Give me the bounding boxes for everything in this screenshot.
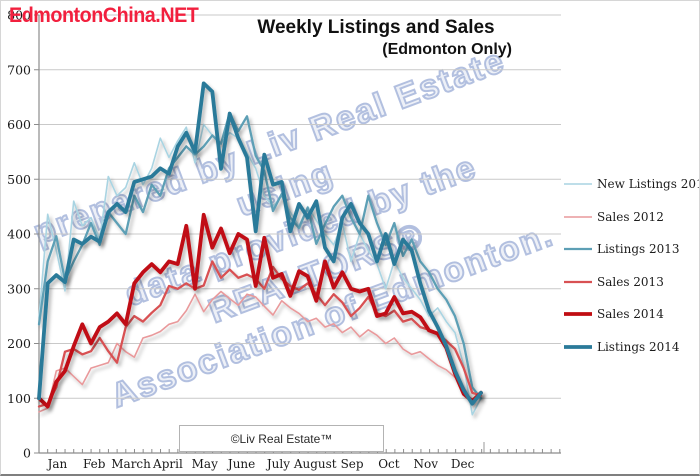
legend-line-swatch <box>564 312 592 317</box>
legend-line-swatch <box>564 248 592 251</box>
y-axis-label: 300 <box>7 281 31 296</box>
x-axis-month-label: Feb <box>83 457 106 471</box>
source-box: ©Liv Real Estate™ <box>179 425 384 452</box>
legend-item: Listings 2013 <box>563 233 699 266</box>
y-axis-label: 700 <box>7 62 31 77</box>
y-axis-label: 100 <box>7 391 31 406</box>
x-axis-month-label: Dec <box>451 457 475 471</box>
series-line-sales-2012 <box>38 290 482 413</box>
series-line-sales-2013 <box>37 260 483 408</box>
source-label: ©Liv Real Estate™ <box>230 431 333 446</box>
legend-item: Sales 2013 <box>563 266 699 299</box>
chart-subtitle: (Edmonton Only) <box>382 41 512 58</box>
legend-line-swatch <box>564 183 592 186</box>
x-axis-month-label: Sep <box>341 457 364 471</box>
axes: 0 100 200 300 400 500 600 700 800 Jan Feb March Apri… <box>7 8 561 471</box>
legend-item: Listings 2014 <box>563 331 699 364</box>
series-line-sales-2014 <box>37 212 483 409</box>
x-axis-month-label: April <box>152 457 183 471</box>
legend-label: Listings 2014 <box>597 339 680 354</box>
x-axis-month-label: March <box>111 457 151 471</box>
legend-label: Listings 2013 <box>597 242 680 257</box>
legend-item: New Listings 2012 <box>563 168 700 201</box>
y-axis-label: 600 <box>7 117 31 132</box>
series-lines <box>37 81 483 416</box>
legend-line-swatch <box>564 344 592 349</box>
legend-item: Sales 2012 <box>563 201 699 234</box>
legend-item: Sales 2014 <box>563 298 699 331</box>
x-axis-month-label: June <box>226 457 255 471</box>
legend: New Listings 2012 Sales 2012 Listings 2013… <box>563 168 700 364</box>
y-axis-label: 200 <box>7 336 31 351</box>
title-block: Weekly Listings and Sales (Edmonton Only… <box>236 17 516 59</box>
series-line-listings-2014 <box>37 81 483 406</box>
x-axis-month-label: Nov <box>413 457 438 471</box>
site-logo: EdmontonChina.NET <box>9 4 199 27</box>
legend-label: Sales 2012 <box>597 209 664 224</box>
x-axis-month-label: Oct <box>378 457 400 471</box>
legend-line-swatch <box>564 215 592 218</box>
x-axis-month-label: August <box>293 457 337 471</box>
x-axis-month-label: Jan <box>46 457 68 471</box>
legend-label: Sales 2014 <box>597 307 664 322</box>
y-axis-label: 0 <box>23 446 31 461</box>
x-axis-month-label: July <box>265 457 290 471</box>
y-axis-label: 400 <box>7 227 31 242</box>
legend-label: Sales 2013 <box>597 274 664 289</box>
x-axis-month-label: May <box>192 457 218 471</box>
y-axis-label: 800 <box>7 8 31 23</box>
chart-title: Weekly Listings and Sales <box>257 17 495 38</box>
legend-label: New Listings 2012 <box>597 177 700 192</box>
y-axis-label: 500 <box>7 172 31 187</box>
legend-line-swatch <box>564 280 592 283</box>
